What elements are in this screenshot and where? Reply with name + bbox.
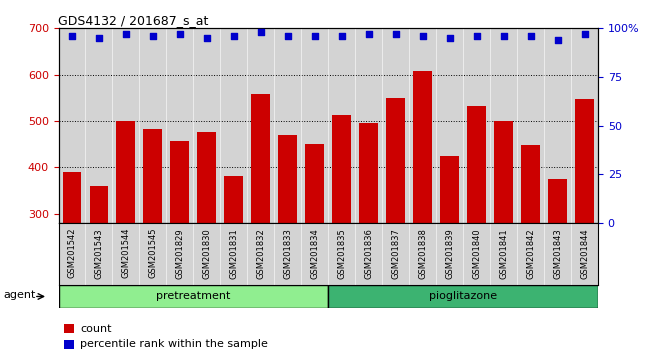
Text: percentile rank within the sample: percentile rank within the sample [80, 339, 268, 349]
Point [499, 33, 509, 39]
Text: count: count [80, 324, 112, 333]
Bar [62, 172, 81, 223]
Bar [359, 123, 378, 223]
Text: agent: agent [3, 290, 35, 300]
Text: GSM201834: GSM201834 [310, 228, 319, 279]
Point [67, 33, 77, 39]
Bar [170, 141, 189, 223]
Text: GSM201844: GSM201844 [580, 228, 589, 279]
Text: GSM201829: GSM201829 [176, 228, 185, 279]
Text: GSM201841: GSM201841 [499, 228, 508, 279]
Text: GSM201542: GSM201542 [68, 228, 77, 279]
Text: GSM201837: GSM201837 [391, 228, 400, 279]
Point [175, 31, 185, 37]
Text: GSM201840: GSM201840 [472, 228, 481, 279]
Point [525, 33, 536, 39]
Point [202, 35, 212, 41]
Bar [306, 144, 324, 223]
Bar [278, 135, 297, 223]
Text: GSM201545: GSM201545 [148, 228, 157, 279]
Bar [198, 132, 216, 223]
Text: GSM201836: GSM201836 [364, 228, 373, 279]
Point [445, 35, 455, 41]
Bar [116, 121, 135, 223]
Bar [548, 179, 567, 223]
Text: GSM201835: GSM201835 [337, 228, 346, 279]
Bar [224, 176, 243, 223]
Bar [386, 98, 405, 223]
Bar [332, 115, 351, 223]
Text: GSM201543: GSM201543 [94, 228, 103, 279]
Bar [440, 156, 459, 223]
Text: GSM201842: GSM201842 [526, 228, 535, 279]
Text: GSM201833: GSM201833 [283, 228, 292, 279]
Bar [521, 145, 540, 223]
Point [94, 35, 104, 41]
Text: pioglitazone: pioglitazone [429, 291, 497, 302]
Point [363, 31, 374, 37]
Bar [58, 285, 328, 308]
Bar [575, 99, 594, 223]
Bar [494, 121, 513, 223]
Point [309, 33, 320, 39]
Bar [90, 186, 109, 223]
Text: GSM201839: GSM201839 [445, 228, 454, 279]
Text: GSM201832: GSM201832 [256, 228, 265, 279]
Bar [328, 285, 598, 308]
Point [417, 33, 428, 39]
Text: GSM201838: GSM201838 [418, 228, 427, 279]
Point [255, 29, 266, 35]
Text: GDS4132 / 201687_s_at: GDS4132 / 201687_s_at [58, 14, 209, 27]
Text: GSM201544: GSM201544 [122, 228, 131, 279]
Point [121, 31, 131, 37]
Point [148, 33, 158, 39]
Point [579, 31, 590, 37]
Bar [413, 72, 432, 223]
Point [337, 33, 347, 39]
Point [471, 33, 482, 39]
Bar [467, 106, 486, 223]
Text: GSM201830: GSM201830 [202, 228, 211, 279]
Point [229, 33, 239, 39]
Bar [64, 340, 73, 349]
Point [391, 31, 401, 37]
Text: GSM201831: GSM201831 [229, 228, 239, 279]
Point [283, 33, 293, 39]
Text: pretreatment: pretreatment [156, 291, 231, 302]
Bar [252, 94, 270, 223]
Bar [144, 129, 162, 223]
Bar [64, 324, 73, 333]
Text: GSM201843: GSM201843 [553, 228, 562, 279]
Point [552, 37, 563, 43]
